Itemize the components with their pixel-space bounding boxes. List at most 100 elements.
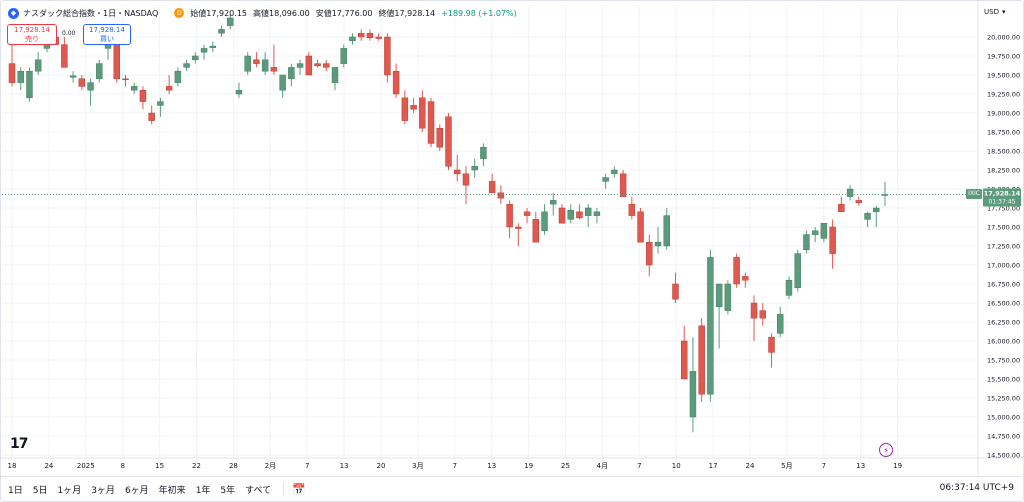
candle-body: [296, 63, 304, 68]
candle-body: [419, 97, 426, 129]
candle-body: [200, 48, 208, 53]
candle-body: [680, 340, 688, 380]
range-3m-button[interactable]: 3ヶ月: [91, 485, 115, 496]
candle-body: [864, 213, 871, 220]
candle-body: [462, 173, 470, 186]
x-tick-label: 4月: [597, 462, 608, 470]
x-tick-label: 15: [155, 462, 164, 470]
candle-body: [26, 70, 33, 99]
range-1d-button[interactable]: 1日: [8, 485, 23, 496]
candle-body: [148, 112, 155, 121]
candle-body: [593, 211, 601, 216]
candle-body: [829, 226, 836, 254]
candle-body: [87, 82, 94, 91]
candle-body: [174, 70, 182, 83]
toolbar-divider: [283, 482, 285, 496]
candle-body: [384, 36, 391, 76]
y-tick-label: 14,500.00: [987, 452, 1020, 460]
sell-button[interactable]: 17,928.14 売り: [7, 24, 57, 45]
candle-body: [532, 219, 540, 243]
candle-body: [550, 200, 557, 205]
candle-body: [454, 169, 461, 175]
range-ytd-button[interactable]: 年初来: [158, 485, 186, 496]
x-tick-label: 19: [893, 462, 902, 470]
candle-body: [663, 215, 670, 247]
candle-body: [803, 234, 810, 251]
lightning-icon[interactable]: ⚡: [879, 443, 893, 457]
candle-body: [261, 59, 269, 72]
candle-body: [567, 210, 574, 220]
range-5y-button[interactable]: 5年: [220, 485, 236, 496]
x-tick-label: 3月: [412, 462, 423, 470]
y-tick-label: 16,500.00: [987, 300, 1020, 308]
candle-body: [715, 283, 723, 308]
calendar-range-icon[interactable]: 📅: [292, 482, 306, 496]
range-5d-button[interactable]: 5日: [32, 485, 48, 496]
x-tick-label: 25: [561, 462, 570, 470]
buy-price: 17,928.14: [89, 26, 125, 34]
x-tick-label: 17: [709, 462, 718, 470]
candle-body: [637, 211, 644, 243]
candle-body: [523, 211, 531, 216]
change-value: +189.98 (+1.07%): [441, 8, 517, 18]
delayed-data-badge[interactable]: D: [174, 8, 185, 18]
candlestick-chart[interactable]: 18 24 2025 8 15 22 28 2月 7 13 20 3月 7 13 19 25 4月 7 10 17 24…: [0, 0, 1024, 476]
candle-body: [855, 200, 863, 203]
candle-body: [357, 32, 365, 38]
candle-body: [8, 63, 16, 83]
candle-body: [733, 257, 740, 285]
y-tick-label: 15,000.00: [987, 414, 1020, 422]
sell-label: 売り: [25, 35, 39, 43]
symbol-name[interactable]: ナスダック総合指数・1日・NASDAQ: [23, 8, 159, 18]
candle-body: [227, 17, 234, 26]
candle-body: [410, 105, 417, 110]
candle-body: [340, 48, 347, 64]
y-tick-label: 15,250.00: [987, 395, 1020, 403]
candle-body: [305, 55, 313, 76]
candle-body: [811, 230, 819, 235]
candle-body: [768, 336, 775, 353]
currency-selector[interactable]: USD ▾: [984, 8, 1005, 16]
symbol-logo-icon: ◆: [8, 7, 19, 19]
price-tag-value: 17,928.14: [984, 189, 1021, 197]
y-tick-label: 16,750.00: [987, 281, 1020, 289]
candle-body: [96, 63, 103, 80]
candle-body: [69, 75, 77, 78]
candle-body: [654, 241, 662, 247]
y-tick-label: 14,750.00: [987, 433, 1020, 441]
price-tag-box: [983, 188, 1021, 207]
candle-body: [750, 302, 758, 319]
x-tick-label: 19: [524, 462, 533, 470]
candle-body: [392, 70, 400, 95]
candle-body: [689, 371, 697, 418]
x-tick-label: 5月: [781, 462, 792, 470]
y-tick-label: 17,750.00: [987, 205, 1020, 213]
candle-body: [488, 181, 496, 194]
candle-body: [628, 203, 636, 216]
clock-display[interactable]: 06:37:14 UTC+9: [939, 483, 1014, 493]
candle-body: [820, 222, 828, 239]
candle-body: [270, 67, 278, 72]
tradingview-logo-icon[interactable]: 17: [10, 436, 29, 452]
candle-body: [497, 192, 505, 199]
candle-body: [646, 241, 653, 266]
y-tick-label: 15,500.00: [987, 376, 1020, 384]
candle-body: [331, 67, 339, 83]
y-tick-label: 17,500.00: [987, 224, 1020, 232]
buy-button[interactable]: 17,928.14 買い: [83, 24, 131, 45]
candle-body: [61, 44, 68, 68]
candle-body: [838, 203, 845, 213]
y-tick-label: 18,500.00: [987, 148, 1020, 156]
candle-body: [873, 207, 880, 213]
candle-body: [17, 70, 24, 83]
candle-body: [794, 253, 801, 289]
y-tick-label: 18,250.00: [987, 167, 1020, 175]
range-all-button[interactable]: すべて: [245, 485, 272, 496]
range-1y-button[interactable]: 1年: [195, 485, 211, 496]
candle-body: [253, 59, 260, 64]
open-value: 始値17,920.15: [190, 8, 247, 18]
candle-body: [113, 44, 120, 80]
range-6m-button[interactable]: 6ヶ月: [124, 485, 149, 496]
x-tick-label: 8: [120, 462, 124, 470]
range-1m-button[interactable]: 1ヶ月: [57, 485, 82, 496]
